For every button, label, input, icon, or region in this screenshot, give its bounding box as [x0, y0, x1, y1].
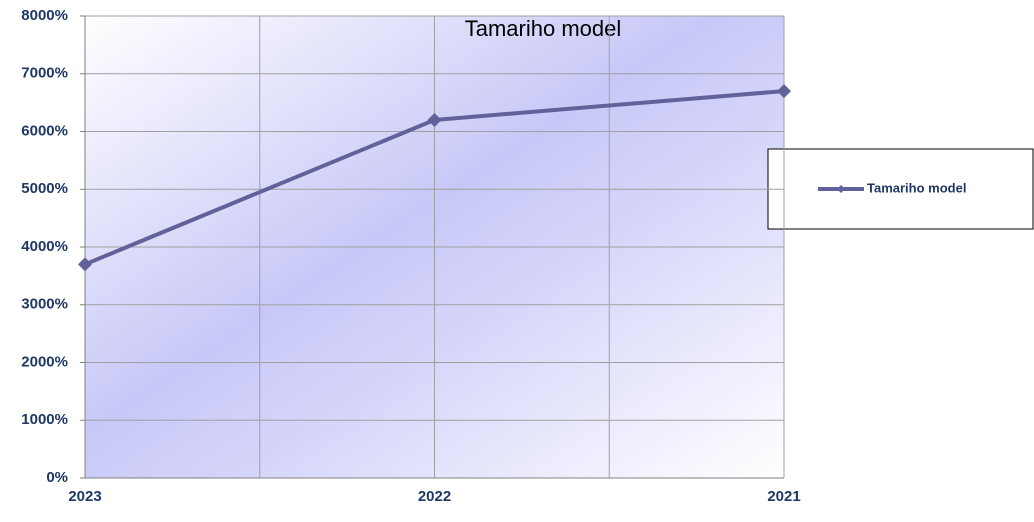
marker — [777, 84, 791, 99]
legend — [767, 148, 1034, 230]
x-tick-label: 2022 — [418, 488, 451, 505]
y-tick-label: 8000% — [21, 7, 68, 24]
chart-title: Tamariho model — [465, 16, 622, 41]
y-tick-label: 1000% — [21, 411, 68, 428]
y-tick-label: 0% — [46, 469, 68, 486]
marker — [78, 257, 92, 272]
legend-marker — [837, 185, 845, 193]
y-tick-label: 7000% — [21, 65, 68, 82]
x-tick-label: 2023 — [68, 488, 101, 505]
legend-label: Tamariho model — [867, 180, 966, 195]
x-tick-label: 2021 — [767, 488, 800, 505]
y-tick-label: 5000% — [21, 180, 68, 197]
marker — [427, 112, 442, 127]
y-tick-label: 6000% — [21, 122, 68, 139]
y-tick-label: 3000% — [21, 296, 68, 313]
y-tick-label: 2000% — [21, 353, 68, 370]
y-tick-label: 4000% — [21, 238, 68, 255]
